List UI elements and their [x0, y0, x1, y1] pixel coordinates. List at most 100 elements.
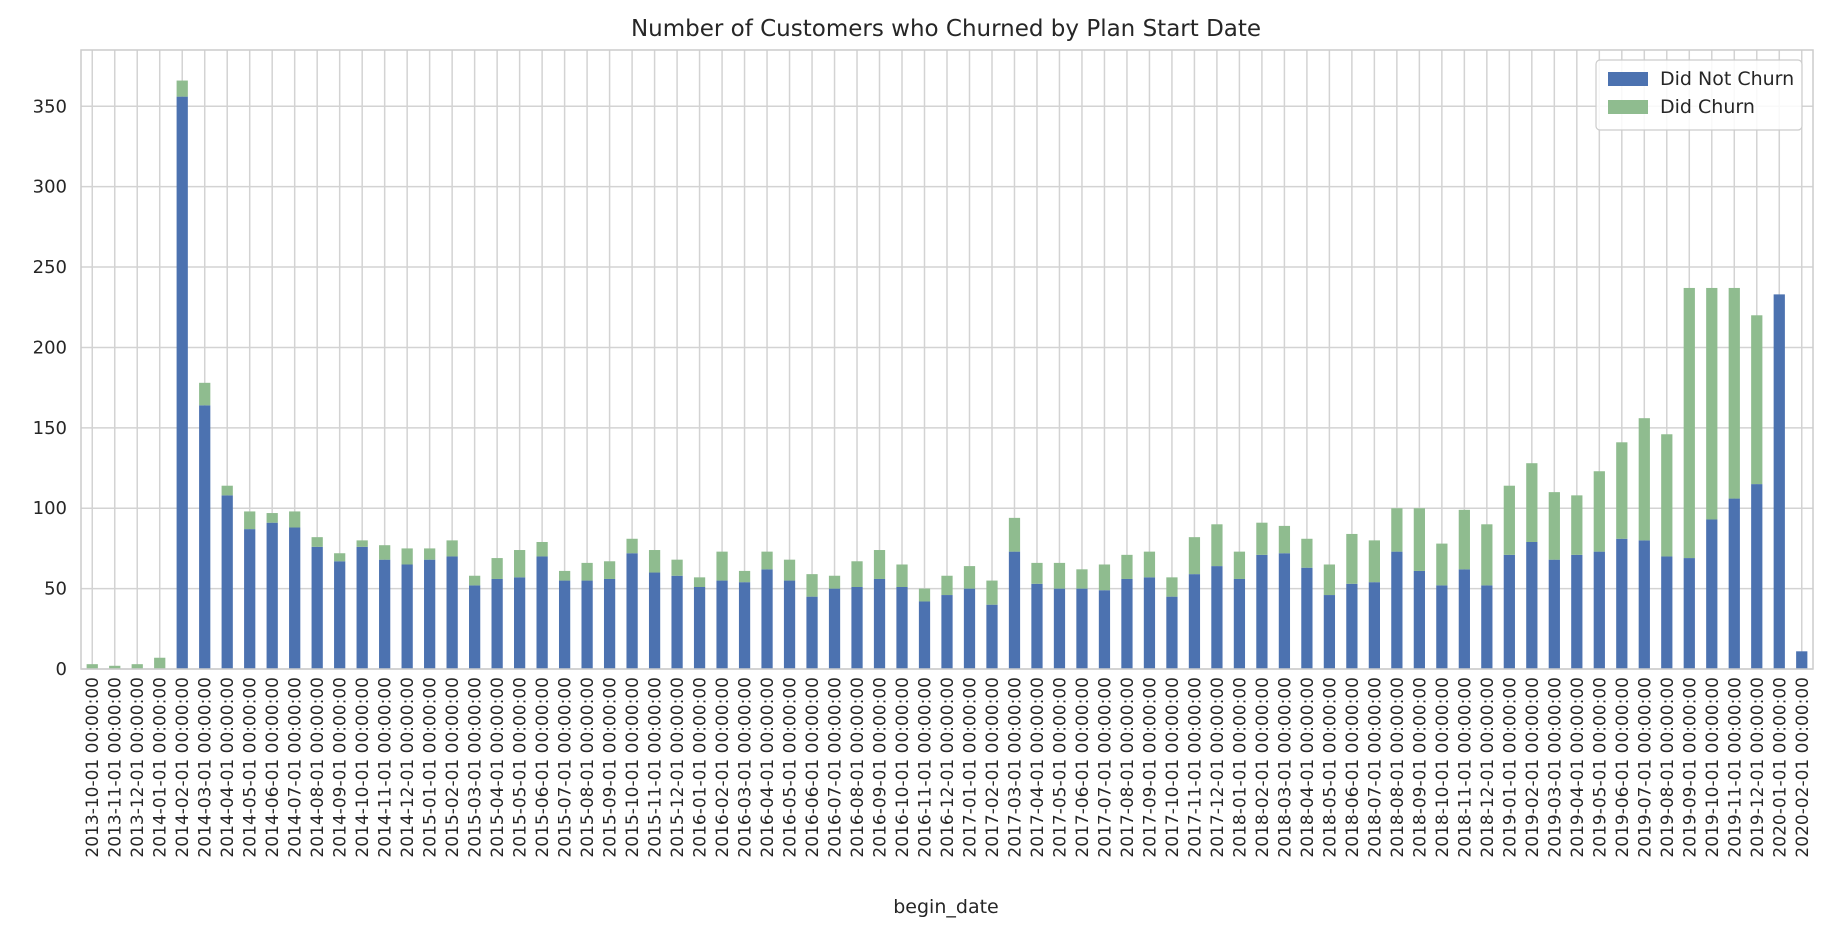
legend-label: Did Not Churn [1660, 68, 1794, 90]
bar-did-not-churn [536, 556, 548, 669]
x-tick-label: 2016-12-01 00:00:00 [938, 677, 958, 858]
bar-did-churn [1121, 554, 1133, 579]
bar-did-churn [806, 574, 818, 597]
bar-did-churn [963, 566, 976, 589]
bar-did-churn [558, 570, 571, 581]
x-tick-label: 2019-06-01 00:00:00 [1613, 677, 1633, 858]
bar-did-not-churn [356, 546, 368, 669]
bar-did-not-churn [1031, 583, 1043, 669]
bar-did-churn [244, 511, 256, 530]
legend-label: Did Churn [1660, 96, 1755, 118]
bar-did-not-churn [1008, 551, 1021, 669]
x-tick-label: 2018-09-01 00:00:00 [1410, 677, 1430, 858]
x-tick-label: 2015-04-01 00:00:00 [488, 677, 508, 858]
bar-did-churn [941, 575, 953, 596]
x-tick-label: 2016-07-01 00:00:00 [826, 677, 846, 858]
bar-did-not-churn [1301, 567, 1313, 669]
bar-did-not-churn [626, 553, 638, 669]
bar-did-churn [1616, 442, 1628, 539]
x-tick-label: 2019-11-01 00:00:00 [1725, 677, 1745, 858]
legend-swatch [1608, 72, 1648, 86]
bar-did-churn [86, 664, 98, 669]
x-tick-label: 2014-05-01 00:00:00 [241, 677, 261, 858]
x-tick-label: 2017-03-01 00:00:00 [1005, 677, 1025, 858]
x-tick-label: 2019-07-01 00:00:00 [1635, 677, 1655, 858]
bar-did-churn [1413, 508, 1425, 571]
bar-did-churn [424, 548, 436, 560]
bar-did-churn [1683, 287, 1695, 559]
bar-did-churn [154, 657, 166, 669]
x-tick-label: 2018-01-01 00:00:00 [1230, 677, 1250, 858]
bar-did-churn [671, 559, 683, 576]
bar-did-not-churn [1121, 578, 1133, 669]
bar-did-not-churn [1256, 554, 1268, 669]
x-tick-label: 2017-07-01 00:00:00 [1095, 677, 1115, 858]
x-tick-label: 2016-06-01 00:00:00 [803, 677, 823, 858]
bar-did-not-churn [424, 559, 436, 669]
x-tick-label: 2019-12-01 00:00:00 [1748, 677, 1768, 858]
x-tick-label: 2019-02-01 00:00:00 [1523, 677, 1543, 858]
bar-did-churn [1481, 524, 1493, 586]
bar-did-not-churn [379, 559, 391, 669]
bar-did-not-churn [738, 582, 751, 669]
bar-did-not-churn [334, 561, 346, 669]
bar-did-churn [1638, 418, 1650, 541]
x-tick-label: 2014-01-01 00:00:00 [151, 677, 171, 858]
bar-did-churn [491, 558, 503, 579]
bar-did-churn [1526, 463, 1538, 542]
x-tick-label: 2013-10-01 00:00:00 [83, 677, 103, 858]
x-axis-label: begin_date [893, 896, 998, 918]
x-tick-label: 2016-11-01 00:00:00 [916, 677, 936, 858]
bar-did-not-churn [1706, 519, 1718, 669]
x-tick-label: 2018-08-01 00:00:00 [1388, 677, 1408, 858]
x-tick-label: 2013-11-01 00:00:00 [106, 677, 126, 858]
y-tick-label: 50 [44, 579, 67, 600]
x-tick-label: 2017-01-01 00:00:00 [960, 677, 980, 858]
x-tick-label: 2018-04-01 00:00:00 [1298, 677, 1318, 858]
x-tick-label: 2019-04-01 00:00:00 [1568, 677, 1588, 858]
bar-did-churn [289, 511, 301, 528]
bar-did-churn [311, 537, 323, 547]
bar-did-not-churn [1751, 484, 1763, 669]
bar-did-not-churn [221, 495, 233, 669]
y-tick-label: 250 [33, 257, 67, 278]
bar-did-not-churn [289, 527, 301, 669]
bar-did-churn [1706, 287, 1718, 520]
bar-did-not-churn [514, 577, 526, 669]
bar-did-churn [1661, 434, 1673, 557]
x-tick-label: 2017-08-01 00:00:00 [1118, 677, 1138, 858]
bar-did-churn [986, 580, 998, 605]
x-tick-label: 2014-11-01 00:00:00 [376, 677, 396, 858]
y-tick-label: 200 [33, 337, 67, 358]
bar-did-not-churn [1503, 554, 1515, 669]
bar-did-churn [603, 561, 616, 579]
bar-did-churn [1211, 524, 1223, 567]
x-tick-label: 2016-10-01 00:00:00 [893, 677, 913, 858]
bar-did-not-churn [311, 546, 323, 669]
x-tick-label: 2017-06-01 00:00:00 [1073, 677, 1093, 858]
bar-did-churn [1323, 564, 1336, 596]
plot-frame [80, 49, 1814, 670]
bar-did-churn [266, 513, 278, 523]
bar-did-not-churn [1368, 582, 1380, 669]
x-tick-label: 2018-11-01 00:00:00 [1455, 677, 1475, 858]
bar-did-churn [334, 553, 346, 562]
bar-did-not-churn [1728, 498, 1740, 669]
x-tick-label: 2019-01-01 00:00:00 [1500, 677, 1520, 858]
bar-did-not-churn [693, 587, 706, 669]
bar-did-not-churn [806, 596, 818, 669]
bar-did-churn [581, 562, 593, 581]
bar-did-not-churn [1458, 569, 1470, 669]
bar-did-churn [1548, 492, 1560, 560]
bar-did-not-churn [558, 580, 571, 669]
bar-did-not-churn [1616, 538, 1628, 669]
bar-did-not-churn [244, 529, 256, 669]
bar-did-not-churn [1346, 583, 1358, 669]
y-tick-label: 0 [56, 659, 67, 680]
x-tick-label: 2017-10-01 00:00:00 [1163, 677, 1183, 858]
x-tick-label: 2014-10-01 00:00:00 [353, 677, 373, 858]
x-tick-label: 2019-08-01 00:00:00 [1658, 677, 1678, 858]
bar-did-not-churn [1166, 596, 1178, 669]
